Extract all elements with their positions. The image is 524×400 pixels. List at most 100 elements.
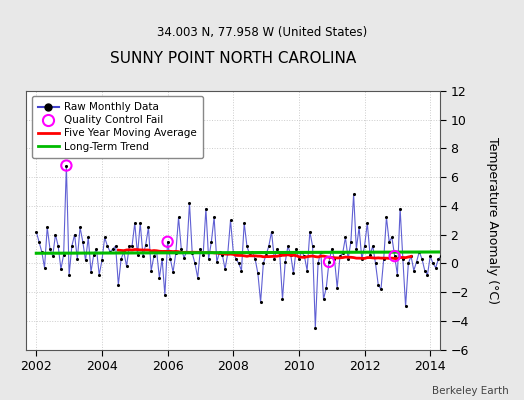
Point bbox=[70, 231, 79, 238]
Point bbox=[325, 259, 333, 265]
Point bbox=[221, 266, 229, 272]
Point bbox=[106, 249, 114, 255]
Point bbox=[68, 243, 76, 249]
Point bbox=[401, 303, 410, 310]
Point bbox=[265, 243, 273, 249]
Point bbox=[358, 256, 366, 262]
Point bbox=[410, 267, 418, 274]
Point bbox=[404, 260, 412, 266]
Y-axis label: Temperature Anomaly (°C): Temperature Anomaly (°C) bbox=[486, 137, 498, 304]
Point bbox=[262, 252, 270, 258]
Point bbox=[251, 256, 259, 262]
Point bbox=[336, 253, 344, 259]
Point bbox=[382, 214, 390, 220]
Point bbox=[388, 234, 396, 241]
Point bbox=[46, 246, 54, 252]
Point bbox=[309, 243, 317, 249]
Point bbox=[202, 206, 210, 212]
Point bbox=[117, 256, 125, 262]
Text: Berkeley Earth: Berkeley Earth bbox=[432, 386, 508, 396]
Point bbox=[207, 238, 215, 245]
Point bbox=[95, 272, 103, 278]
Point bbox=[32, 228, 40, 235]
Point bbox=[172, 250, 180, 256]
Point bbox=[62, 162, 71, 169]
Point bbox=[489, 253, 497, 259]
Point bbox=[141, 242, 150, 248]
Point bbox=[399, 256, 407, 262]
Point bbox=[76, 224, 84, 230]
Point bbox=[81, 257, 90, 264]
Point bbox=[112, 243, 120, 249]
Point bbox=[270, 256, 278, 262]
Point bbox=[284, 243, 292, 249]
Point bbox=[248, 249, 257, 255]
Point bbox=[177, 246, 185, 252]
Point bbox=[456, 260, 464, 266]
Point bbox=[193, 274, 202, 281]
Point bbox=[196, 246, 204, 252]
Point bbox=[311, 325, 320, 331]
Point bbox=[344, 256, 352, 262]
Point bbox=[166, 256, 174, 262]
Point bbox=[303, 267, 311, 274]
Point bbox=[139, 253, 147, 259]
Point bbox=[305, 228, 314, 235]
Point bbox=[390, 253, 399, 259]
Point bbox=[35, 238, 43, 245]
Point bbox=[62, 162, 71, 169]
Point bbox=[65, 272, 73, 278]
Point bbox=[462, 253, 470, 259]
Point bbox=[363, 220, 372, 226]
Point bbox=[101, 234, 109, 241]
Point bbox=[79, 238, 87, 245]
Point bbox=[169, 269, 177, 275]
Point bbox=[229, 249, 237, 255]
Point bbox=[92, 246, 101, 252]
Point bbox=[232, 256, 240, 262]
Point bbox=[87, 269, 95, 275]
Point bbox=[379, 256, 388, 262]
Point bbox=[180, 254, 188, 261]
Point bbox=[235, 260, 243, 266]
Point bbox=[440, 259, 448, 265]
Point bbox=[182, 249, 191, 255]
Point bbox=[161, 292, 169, 298]
Point bbox=[484, 256, 492, 262]
Point bbox=[316, 249, 325, 255]
Point bbox=[434, 256, 443, 262]
Point bbox=[245, 252, 254, 258]
Point bbox=[319, 296, 328, 302]
Point bbox=[377, 286, 385, 292]
Point bbox=[276, 252, 284, 258]
Point bbox=[292, 246, 300, 252]
Point bbox=[475, 253, 484, 259]
Point bbox=[123, 263, 131, 269]
Text: 34.003 N, 77.958 W (United States): 34.003 N, 77.958 W (United States) bbox=[157, 26, 367, 39]
Point bbox=[437, 253, 445, 259]
Point bbox=[431, 264, 440, 271]
Point bbox=[51, 231, 60, 238]
Point bbox=[163, 238, 172, 245]
Point bbox=[451, 267, 459, 274]
Point bbox=[108, 246, 117, 252]
Point bbox=[442, 249, 451, 255]
Point bbox=[54, 243, 62, 249]
Point bbox=[481, 260, 489, 266]
Point bbox=[350, 191, 358, 198]
Point bbox=[59, 252, 68, 258]
Point bbox=[254, 270, 262, 276]
Point bbox=[330, 256, 339, 262]
Point bbox=[191, 260, 199, 266]
Point bbox=[429, 260, 437, 266]
Point bbox=[199, 252, 208, 258]
Point bbox=[361, 243, 369, 249]
Point bbox=[73, 256, 82, 262]
Point bbox=[374, 282, 383, 288]
Point bbox=[325, 259, 333, 265]
Point bbox=[396, 206, 405, 212]
Point bbox=[448, 260, 456, 266]
Point bbox=[445, 256, 454, 262]
Point bbox=[163, 238, 172, 245]
Point bbox=[259, 260, 268, 266]
